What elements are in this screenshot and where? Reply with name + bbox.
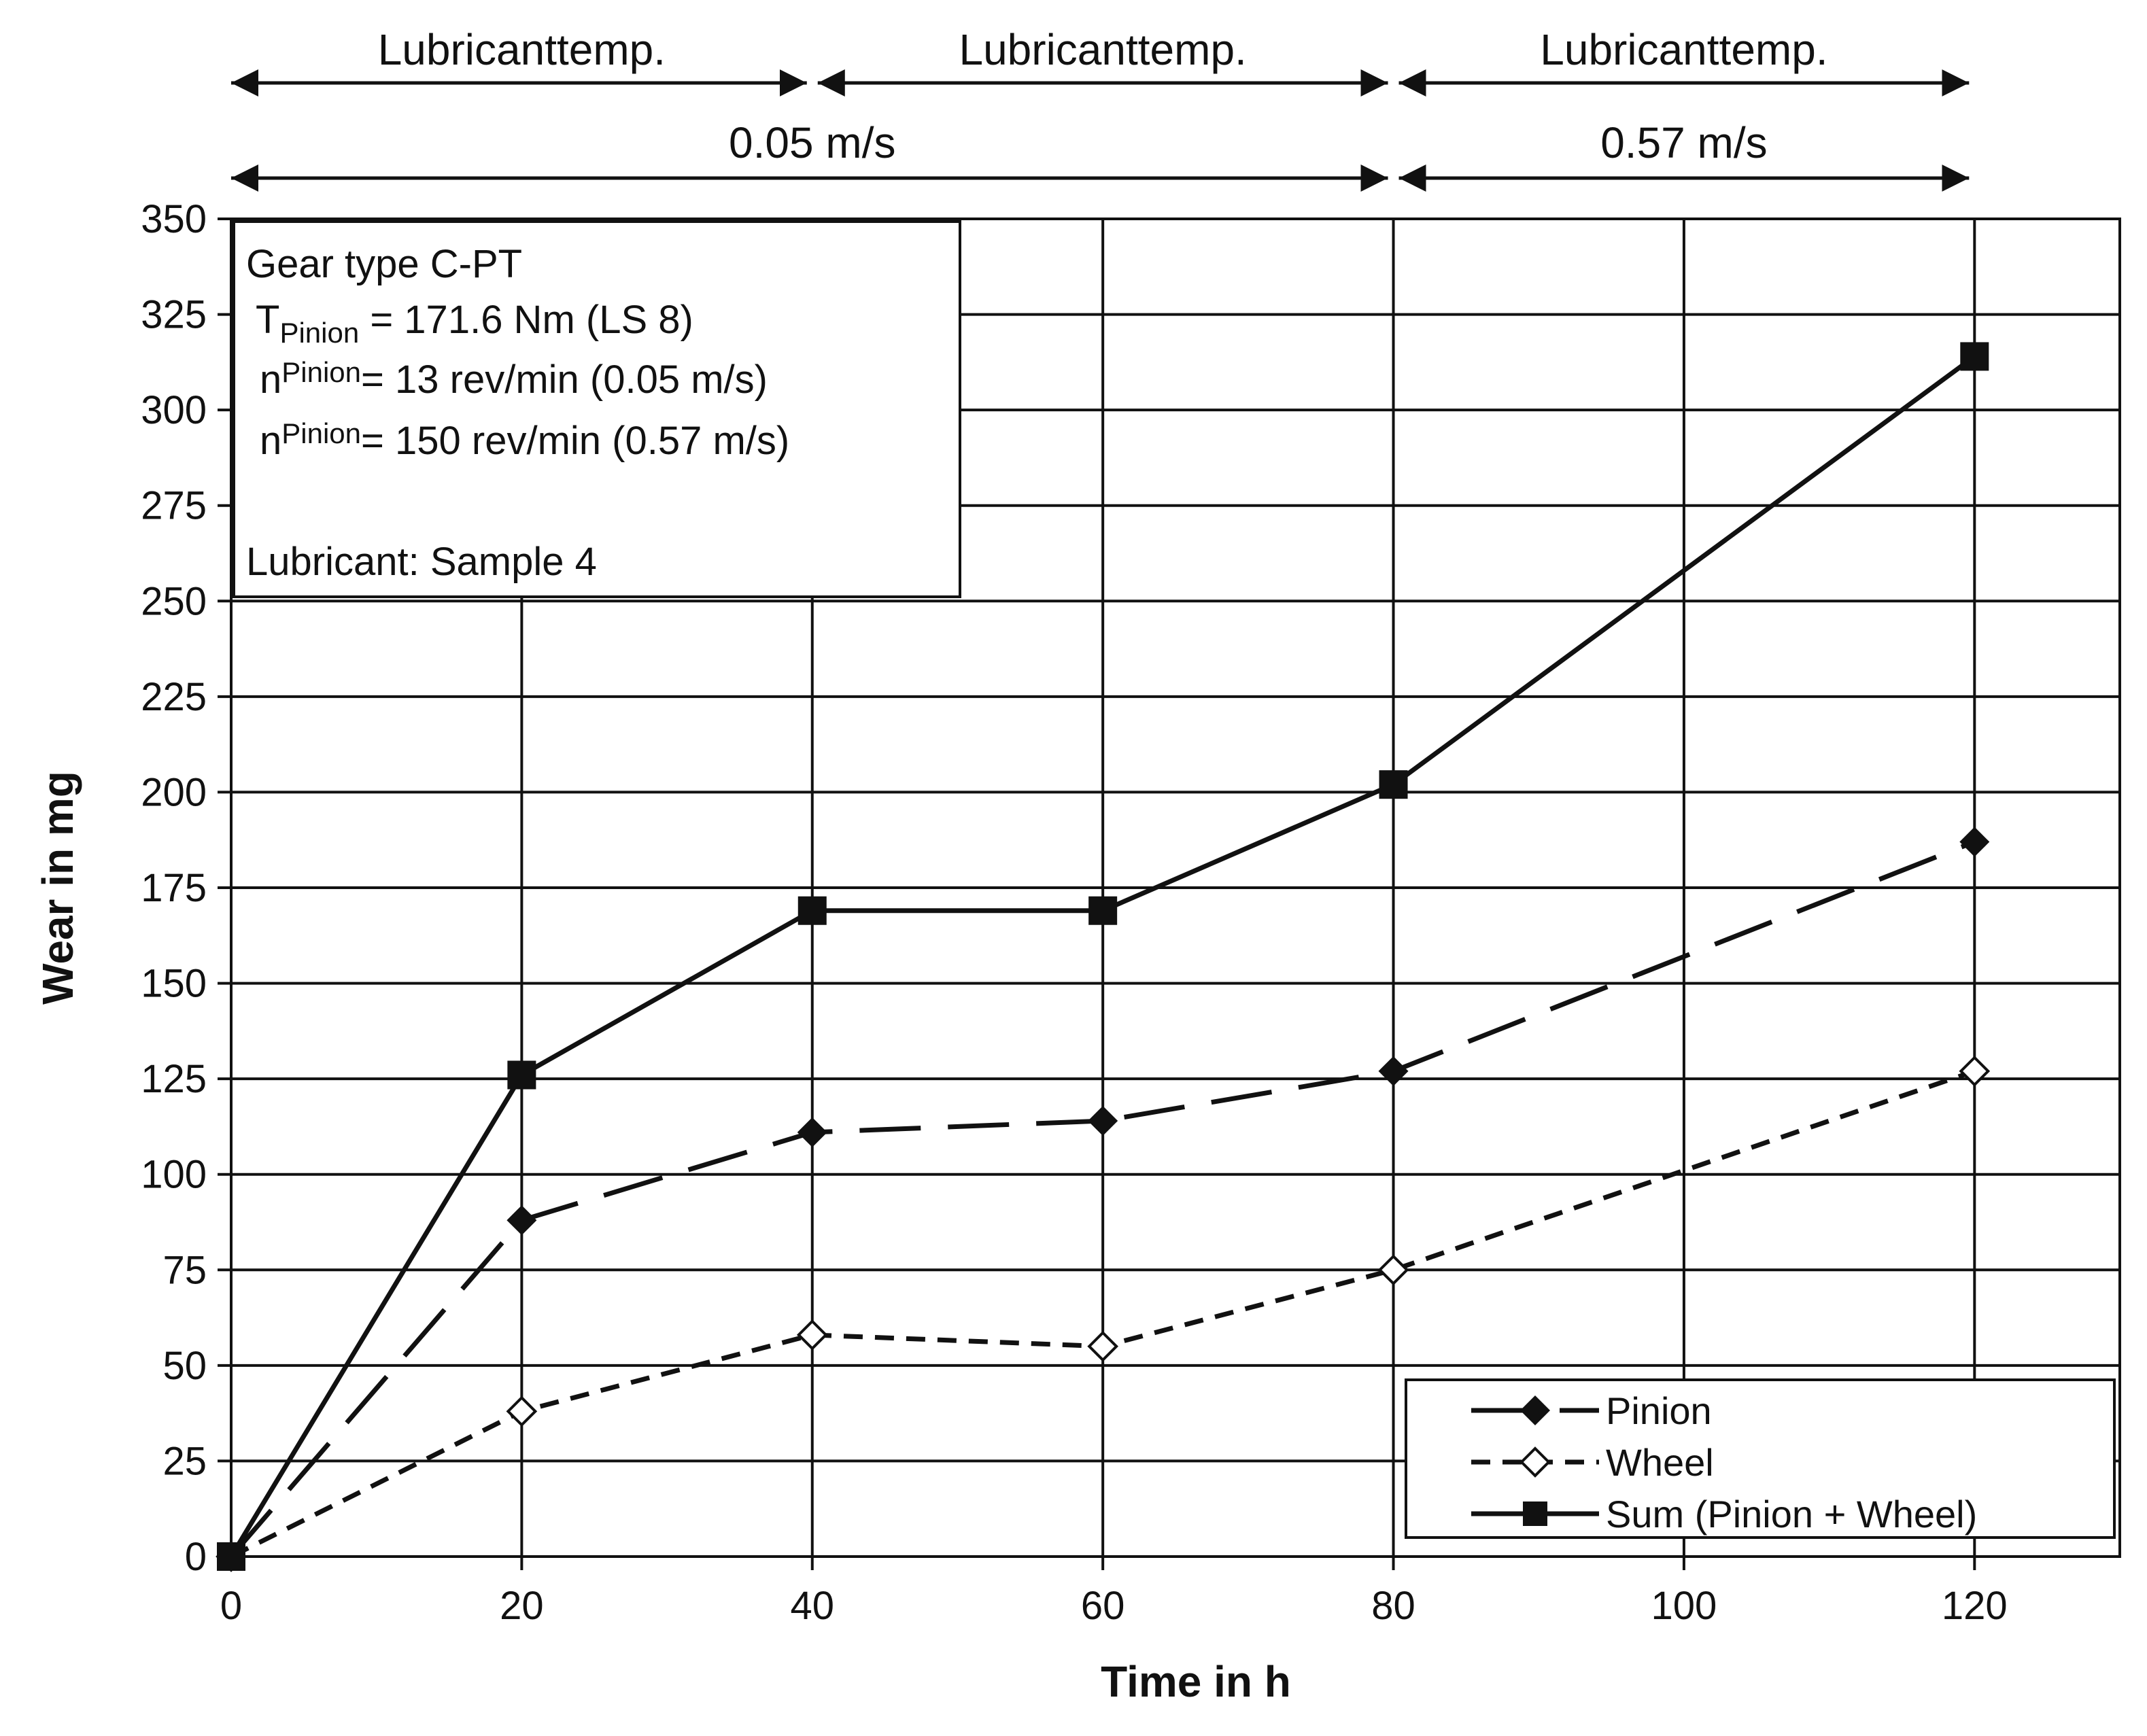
x-tick-label-100: 100	[1651, 1584, 1717, 1628]
legend-marker-2	[1523, 1501, 1547, 1526]
top-annotations: Lubricanttemp. Lubricanttemp. Lubricanttem…	[231, 25, 1970, 192]
speed-1-value: = 13 rev/min (0.05 m/s)	[361, 358, 768, 402]
data-point-1-5	[1959, 1056, 1991, 1087]
data-point-0-5	[1959, 827, 1990, 857]
data-point-1-2	[796, 1319, 828, 1351]
data-point-2-2	[797, 896, 827, 925]
y-axis-title: Wear in mg	[33, 771, 82, 1005]
data-point-1-1	[506, 1395, 538, 1427]
data-point-0-4	[1378, 1056, 1409, 1086]
torque-symbol: T	[256, 298, 279, 342]
x-tick-label-120: 120	[1942, 1584, 2008, 1628]
y-tick-label-250: 250	[141, 579, 207, 623]
torque-value: = 171.6 Nm (LS 8)	[359, 298, 693, 342]
series-sum-pinion-wheel-	[217, 342, 1989, 1571]
data-point-2-3	[1088, 896, 1118, 925]
speed-1-text: nPinion= 13 rev/min (0.05 m/s)	[260, 356, 768, 402]
y-tick-label-325: 325	[141, 293, 207, 337]
x-axis-title: Time in h	[1101, 1657, 1291, 1706]
data-point-2-4	[1379, 770, 1408, 799]
torque-subscript: Pinion	[279, 317, 359, 349]
speed-2-subscript: Pinion	[281, 417, 361, 449]
y-tick-label-25: 25	[162, 1439, 207, 1483]
y-tick-label-175: 175	[141, 866, 207, 910]
legend-marker-1	[1519, 1446, 1551, 1478]
y-tick-label-0: 0	[185, 1535, 207, 1579]
info-box: Gear type C-PT TPinion = 171.6 Nm (LS 8)…	[233, 220, 961, 598]
y-tick-label-225: 225	[141, 675, 207, 719]
y-tick-label-150: 150	[141, 962, 207, 1006]
legend-marker-0	[1520, 1395, 1550, 1425]
gear-type-text: Gear type C-PT	[246, 242, 522, 286]
series-line-2	[229, 354, 1976, 1558]
speed-1-subscript: Pinion	[281, 356, 361, 388]
series-line-1	[230, 1069, 1976, 1559]
speed-label-1: 0.57 m/s	[1600, 118, 1767, 167]
y-tick-label-75: 75	[162, 1248, 207, 1292]
data-point-2-1	[507, 1060, 536, 1090]
speed-2-text: nPinion= 150 rev/min (0.57 m/s)	[260, 417, 789, 463]
info-box-frame	[233, 220, 961, 598]
y-tick-label-125: 125	[141, 1057, 207, 1101]
data-point-1-3	[1087, 1330, 1118, 1362]
x-tick-label-80: 80	[1371, 1584, 1415, 1628]
legend-label-0: Pinion	[1606, 1389, 1712, 1432]
y-tick-label-50: 50	[162, 1344, 207, 1388]
data-point-2-0	[217, 1542, 245, 1571]
data-point-1-4	[1377, 1254, 1409, 1286]
data-point-0-1	[506, 1205, 537, 1236]
series-line-0	[229, 839, 1976, 1559]
x-tick-label-0: 0	[220, 1584, 242, 1628]
temperature-label-2: Lubricanttemp.	[1540, 25, 1827, 74]
x-tick-label-40: 40	[791, 1584, 835, 1628]
legend-label-2: Sum (Pinion + Wheel)	[1606, 1493, 1977, 1535]
y-tick-label-100: 100	[141, 1153, 207, 1197]
x-tick-label-60: 60	[1081, 1584, 1125, 1628]
legend-items: Pinion Wheel Sum (Pinion + Wheel)	[1471, 1389, 1977, 1535]
speed-1-symbol: n	[260, 358, 281, 402]
axis-ticks: 0255075100125150175200225250275300325350…	[141, 197, 2007, 1628]
data-point-0-2	[797, 1117, 827, 1147]
y-tick-label-350: 350	[141, 197, 207, 241]
y-tick-label-200: 200	[141, 770, 207, 814]
y-tick-label-275: 275	[141, 484, 207, 528]
x-tick-label-20: 20	[500, 1584, 544, 1628]
speed-2-symbol: n	[260, 419, 281, 463]
data-point-2-5	[1960, 342, 1989, 371]
legend: Pinion Wheel Sum (Pinion + Wheel)	[1405, 1378, 2116, 1539]
series-layer	[216, 342, 1991, 1572]
speed-label-0: 0.05 m/s	[729, 118, 895, 167]
speed-2-value: = 150 rev/min (0.57 m/s)	[361, 419, 789, 463]
torque-text: TPinion = 171.6 Nm (LS 8)	[256, 298, 693, 349]
data-point-0-3	[1088, 1105, 1118, 1136]
temperature-label-1: Lubricanttemp.	[959, 25, 1246, 74]
legend-label-1: Wheel	[1606, 1441, 1714, 1484]
y-tick-label-300: 300	[141, 388, 207, 432]
temperature-label-0: Lubricanttemp.	[378, 25, 666, 74]
lubricant-text: Lubricant: Sample 4	[246, 540, 597, 584]
